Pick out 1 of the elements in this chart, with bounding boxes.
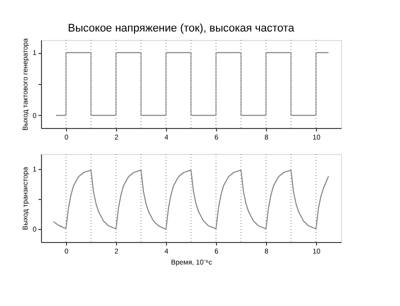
chart-title: Высокое напряжение (ток), высокая частота: [68, 22, 296, 34]
